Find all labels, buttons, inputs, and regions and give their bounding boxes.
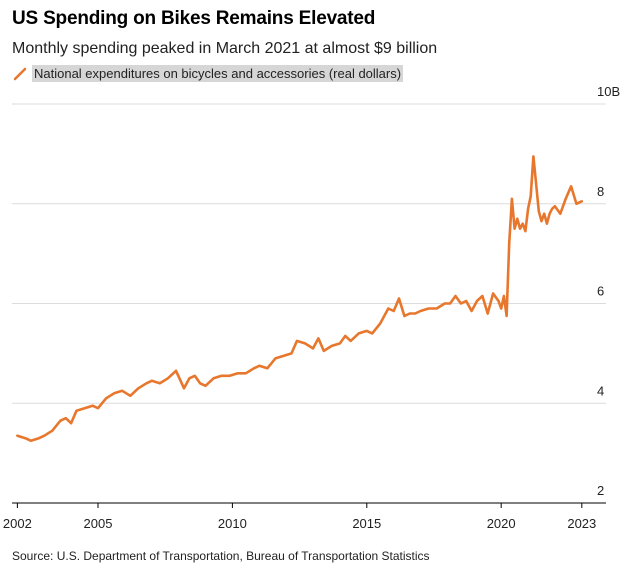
x-tick-label-2020: 2020: [487, 516, 516, 531]
x-axis-ticks: 2002 2005 2010 2015 2020 2023: [3, 503, 596, 531]
legend-line-icon: [13, 67, 27, 80]
y-tick-label-6: 6: [597, 284, 604, 299]
x-tick-label-2005: 2005: [84, 516, 113, 531]
x-tick-label-2023: 2023: [567, 516, 596, 531]
x-tick-label-2002: 2002: [3, 516, 32, 531]
chart-legend: National expenditures on bicycles and ac…: [12, 65, 404, 82]
legend-label: National expenditures on bicycles and ac…: [32, 65, 404, 82]
y-tick-label-10: 10B: [597, 84, 620, 99]
chart-title: US Spending on Bikes Remains Elevated: [12, 8, 376, 29]
y-axis-ticks: 2 4 6 8 10B: [597, 84, 620, 498]
y-tick-label-8: 8: [597, 184, 604, 199]
grid-lines: [12, 103, 606, 404]
x-tick-label-2010: 2010: [218, 516, 247, 531]
source-note: Source: U.S. Department of Transportatio…: [12, 549, 430, 563]
series-line-bike-spending: [16, 155, 584, 442]
x-tick-label-2015: 2015: [352, 516, 381, 531]
y-tick-label-4: 4: [597, 383, 604, 398]
y-tick-label-2: 2: [597, 483, 604, 498]
chart-subtitle: Monthly spending peaked in March 2021 at…: [12, 40, 438, 57]
